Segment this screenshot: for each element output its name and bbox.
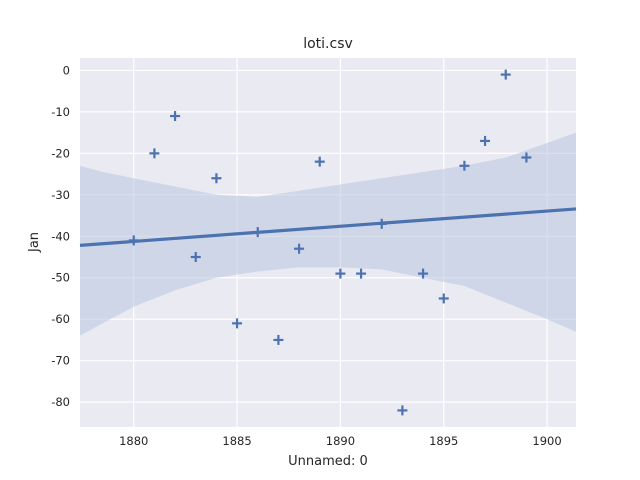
data-point (314, 156, 325, 167)
x-tick-label: 1890 (326, 434, 355, 448)
x-tick-labels: 1880 1885 1890 1895 1900 (119, 434, 562, 448)
y-tick-labels: 0 -10 -20 -30 -40 -50 -60 -70 -80 (51, 63, 70, 409)
x-axis-label: Unnamed: 0 (288, 454, 368, 469)
y-tick-label: -40 (51, 229, 70, 243)
data-point (397, 405, 408, 416)
y-tick-label: -80 (51, 395, 70, 409)
data-point (500, 69, 511, 80)
data-point (356, 268, 367, 279)
y-tick-label: -70 (51, 354, 70, 368)
x-tick-label: 1885 (222, 434, 251, 448)
data-point (273, 334, 284, 345)
data-point (335, 268, 346, 279)
data-point (211, 173, 222, 184)
data-point (459, 160, 470, 171)
regression-line (79, 207, 577, 247)
data-point (252, 227, 263, 238)
y-tick-label: -20 (51, 146, 70, 160)
y-tick-label: -50 (51, 271, 70, 285)
y-tick-label: -30 (51, 188, 70, 202)
data-point (480, 135, 491, 146)
data-point (521, 152, 532, 163)
data-point (232, 318, 243, 329)
data-point (418, 268, 429, 279)
data-point (170, 111, 181, 122)
data-point (128, 235, 139, 246)
data-point (149, 148, 160, 159)
data-point (190, 252, 201, 263)
y-tick-label: -10 (51, 105, 70, 119)
y-tick-label: -60 (51, 312, 70, 326)
scatter-points (128, 69, 532, 416)
x-tick-label: 1895 (429, 434, 458, 448)
data-point (376, 218, 387, 229)
x-tick-label: 1900 (532, 434, 561, 448)
chart-title: loti.csv (303, 36, 353, 52)
y-tick-label: 0 (63, 63, 70, 77)
data-point (294, 243, 305, 254)
data-point (438, 293, 449, 304)
x-tick-label: 1880 (119, 434, 148, 448)
y-axis-label: Jan (27, 232, 42, 253)
confidence-band (80, 132, 576, 336)
